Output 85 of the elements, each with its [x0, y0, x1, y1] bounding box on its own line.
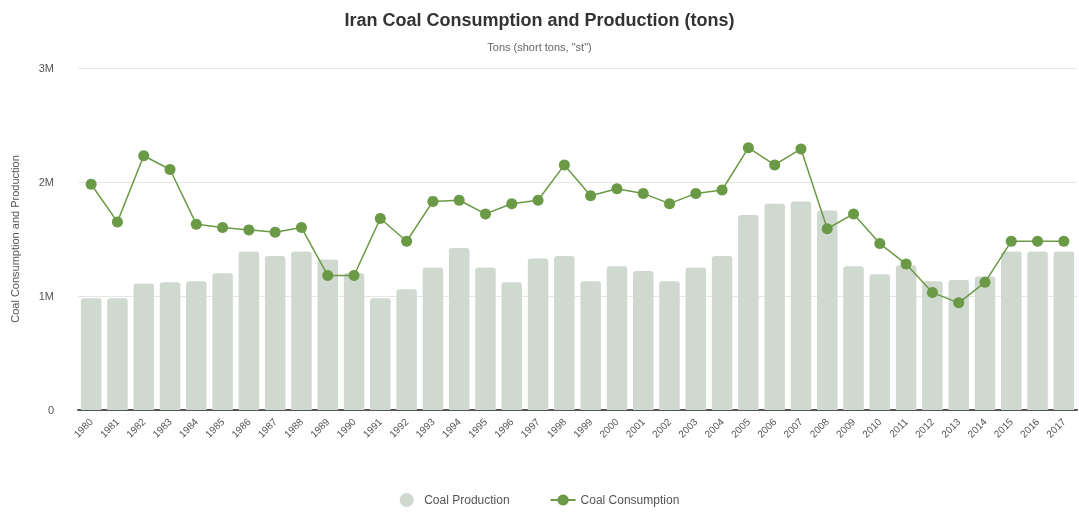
bar	[711, 256, 733, 410]
point	[453, 194, 465, 206]
bar	[396, 289, 417, 410]
chart-title: Iran Coal Consumption and Production (tons)	[344, 10, 735, 30]
point	[637, 187, 649, 199]
point	[874, 238, 886, 250]
point	[769, 159, 781, 171]
bar	[895, 265, 917, 410]
y-tick-label: 0	[47, 404, 54, 416]
bar	[80, 298, 102, 410]
point	[164, 163, 176, 175]
point	[900, 258, 912, 270]
point	[532, 194, 544, 206]
bar	[159, 282, 181, 410]
bar	[212, 273, 233, 410]
bar	[264, 256, 286, 410]
point	[401, 235, 413, 247]
bar	[527, 258, 549, 410]
bar	[606, 266, 628, 410]
bar	[632, 270, 654, 410]
bar	[1027, 251, 1048, 410]
bar	[501, 282, 523, 410]
bar	[554, 256, 575, 410]
point	[558, 159, 570, 171]
point	[480, 208, 491, 220]
bar	[186, 281, 207, 410]
point	[295, 222, 307, 234]
y-axis-title: Coal Consumption and Production	[8, 155, 21, 323]
point	[1058, 235, 1070, 247]
point	[848, 208, 860, 220]
point	[611, 183, 623, 195]
bar	[370, 298, 391, 410]
chart-subtitle: Tons (short tons, "st")	[487, 40, 592, 53]
point	[953, 297, 965, 309]
point	[269, 226, 281, 238]
bar	[738, 215, 759, 410]
bar	[790, 201, 812, 410]
bar	[317, 259, 338, 410]
point	[742, 142, 754, 154]
point	[243, 224, 255, 236]
point	[926, 287, 938, 299]
y-tick-label: 2M	[38, 176, 54, 188]
point	[979, 276, 991, 288]
point	[190, 218, 202, 230]
bar	[817, 210, 838, 410]
y-tick-label: 3M	[38, 62, 54, 74]
bar	[343, 273, 365, 410]
bar	[922, 281, 943, 410]
point	[716, 184, 728, 196]
point	[111, 216, 123, 228]
bar	[764, 203, 785, 410]
point	[821, 223, 833, 235]
point	[664, 198, 676, 210]
point	[138, 150, 150, 162]
bar	[238, 251, 260, 410]
bar	[448, 248, 470, 410]
legend-label: Coal Consumption	[580, 493, 680, 507]
y-tick-label: 1M	[38, 290, 54, 302]
point	[348, 269, 360, 281]
point	[1032, 235, 1044, 247]
bar	[659, 281, 680, 410]
bar	[974, 276, 996, 410]
bar	[1053, 251, 1075, 410]
point	[585, 190, 597, 202]
point	[795, 143, 807, 155]
bar	[948, 280, 969, 410]
point	[690, 187, 702, 199]
point	[217, 222, 229, 234]
bar	[133, 283, 154, 410]
bar	[580, 281, 601, 410]
point	[85, 178, 97, 190]
point	[374, 212, 386, 224]
bar	[685, 267, 707, 410]
bar	[291, 251, 312, 410]
bar	[1001, 251, 1022, 410]
point	[427, 195, 439, 207]
bar	[475, 267, 496, 410]
bar	[843, 266, 864, 410]
bar	[869, 274, 891, 410]
bar	[107, 298, 128, 410]
legend-label: Coal Production	[424, 493, 510, 507]
point	[322, 269, 334, 281]
point	[1005, 235, 1017, 247]
bar	[422, 267, 444, 410]
point	[506, 198, 518, 210]
